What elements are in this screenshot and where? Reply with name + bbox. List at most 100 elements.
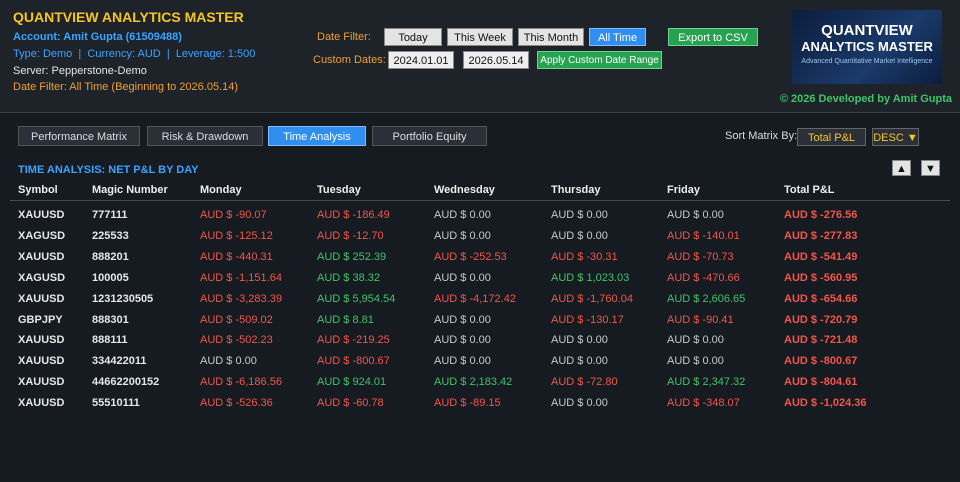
table-cell: AUD $ 0.00 (434, 209, 491, 221)
credit: © 2026 Developed by Amit Gupta (779, 93, 952, 105)
table-cell: XAUUSD (18, 355, 65, 368)
column-header: Tuesday (317, 184, 361, 196)
table-cell: GBPJPY (18, 313, 63, 326)
table-cell: AUD $ -526.36 (200, 397, 273, 410)
date-filter-status: Date Filter: All Time (Beginning to 2026… (13, 81, 239, 93)
logo-tagline: Advanced Quantitative Market Intelligenc… (801, 58, 933, 65)
table-cell: AUD $ -1,024.36 (784, 397, 867, 410)
table-cell: AUD $ -30.31 (551, 250, 618, 263)
table-cell: AUD $ 0.00 (551, 397, 608, 410)
table-cell: XAGUSD (18, 271, 66, 284)
table-cell: AUD $ 0.00 (434, 313, 491, 326)
export-button[interactable]: Export to CSV (668, 28, 758, 46)
table-cell: AUD $ -3,283.39 (200, 292, 282, 305)
table-cell: 44662200152 (92, 376, 160, 389)
column-header: Monday (200, 184, 242, 196)
table-cell: AUD $ 2,347.32 (667, 376, 746, 389)
table-cell: AUD $ 8.81 (317, 313, 374, 326)
table-cell: AUD $ -90.41 (667, 313, 734, 326)
column-header: Wednesday (434, 184, 495, 196)
filter-button[interactable]: All Time (589, 28, 646, 46)
column-header: Thursday (551, 184, 601, 196)
table-cell: AUD $ -470.66 (667, 271, 740, 284)
logo-line: QUANTVIEW (821, 22, 913, 39)
table-cell: XAUUSD (18, 397, 65, 410)
table-cell: AUD $ -60.78 (317, 397, 384, 410)
sort-label: Sort Matrix By: (725, 130, 798, 142)
table-cell: AUD $ 0.00 (551, 229, 608, 242)
tab[interactable]: Portfolio Equity (372, 126, 487, 146)
sort-field[interactable]: Total P&L (797, 128, 866, 146)
table-cell: AUD $ -130.17 (551, 313, 624, 326)
table-cell: AUD $ 0.00 (551, 209, 608, 221)
filter-button[interactable]: This Month (518, 28, 584, 46)
table-cell: AUD $ -654.66 (784, 292, 858, 305)
table-cell: AUD $ -1,760.04 (551, 292, 633, 305)
filter-button[interactable]: Today (384, 28, 442, 46)
logo: QUANTVIEW ANALYTICS MASTER Advanced Quan… (792, 10, 942, 84)
server: Server: Pepperstone-Demo (13, 65, 147, 77)
column-header: Magic Number (92, 184, 168, 196)
table-cell: AUD $ 2,606.65 (667, 292, 746, 305)
table-cell: XAUUSD (18, 250, 65, 263)
sort-order[interactable]: DESC ▼ (872, 128, 919, 146)
table-cell: AUD $ -541.49 (784, 250, 858, 263)
table-cell: AUD $ -720.79 (784, 313, 858, 326)
column-header: Friday (667, 184, 701, 196)
scroll-up[interactable]: ▲ (892, 160, 911, 176)
table-cell: AUD $ 0.00 (200, 355, 257, 368)
column-header: Symbol (18, 184, 58, 196)
table-cell: AUD $ -252.53 (434, 250, 507, 263)
table-cell: AUD $ -276.56 (784, 209, 858, 221)
table-cell: AUD $ -721.48 (784, 334, 858, 347)
table-cell: 334422011 (92, 355, 147, 368)
table-cell: AUD $ 924.01 (317, 376, 387, 389)
table-cell: AUD $ -125.12 (200, 229, 273, 242)
table-cell: 55510111 (92, 397, 140, 410)
table-cell: AUD $ -800.67 (784, 355, 858, 368)
apply-button[interactable]: Apply Custom Date Range (537, 51, 662, 69)
table-cell: AUD $ 2,183.42 (434, 376, 513, 389)
table-cell: AUD $ -12.70 (317, 229, 384, 242)
table-cell: AUD $ -502.23 (200, 334, 273, 347)
table-cell: AUD $ -89.15 (434, 397, 501, 410)
date-to[interactable]: 2026.05.14 (463, 51, 529, 69)
table-cell: 888201 (92, 250, 129, 263)
table-cell: XAUUSD (18, 334, 65, 347)
filter-label: Date Filter: (317, 31, 371, 43)
filter-button[interactable]: This Week (447, 28, 513, 46)
table-cell: AUD $ 0.00 (667, 355, 724, 368)
table-cell: AUD $ -90.07 (200, 209, 267, 221)
table-cell: AUD $ 0.00 (434, 271, 491, 284)
table-cell: AUD $ 0.00 (667, 334, 724, 347)
header-rule (10, 200, 950, 201)
table-cell: 1231230505 (92, 292, 154, 305)
date-from[interactable]: 2024.01.01 (388, 51, 454, 69)
section-title: TIME ANALYSIS: NET P&L BY DAY (18, 164, 199, 176)
account: Account: Amit Gupta (61509488) (13, 31, 182, 43)
table-cell: AUD $ -70.73 (667, 250, 734, 263)
table-cell: AUD $ 1,023.03 (551, 271, 630, 284)
table-cell: 888301 (92, 313, 129, 326)
table-cell: AUD $ -800.67 (317, 355, 390, 368)
table-cell: AUD $ -509.02 (200, 313, 273, 326)
table-cell: AUD $ -140.01 (667, 229, 740, 242)
tab[interactable]: Time Analysis (268, 126, 366, 146)
table-cell: 888111 (92, 334, 128, 347)
account-info: Type: Demo | Currency: AUD | Leverage: 1… (13, 48, 256, 60)
tab[interactable]: Risk & Drawdown (147, 126, 263, 146)
table-cell: AUD $ 0.00 (551, 355, 608, 368)
table-cell: 225533 (92, 229, 129, 242)
table-cell: AUD $ 0.00 (434, 355, 491, 368)
table-cell: AUD $ 0.00 (667, 209, 724, 221)
table-cell: AUD $ 0.00 (434, 334, 491, 347)
table-cell: 100005 (92, 271, 129, 284)
column-header: Total P&L (784, 184, 835, 196)
scroll-down[interactable]: ▼ (921, 160, 940, 176)
tab[interactable]: Performance Matrix (18, 126, 140, 146)
table-cell: AUD $ -560.95 (784, 271, 858, 284)
table-cell: AUD $ -186.49 (317, 209, 390, 221)
app-title: QUANTVIEW ANALYTICS MASTER (13, 9, 244, 25)
logo-line: ANALYTICS MASTER (801, 39, 933, 54)
